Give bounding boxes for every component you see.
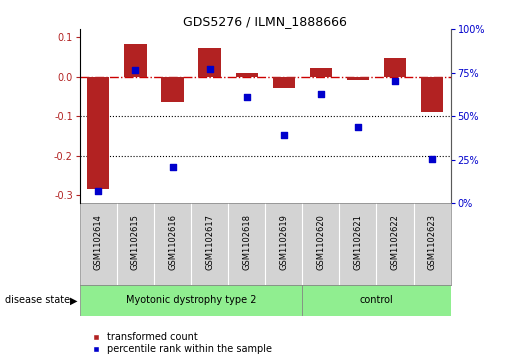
Point <box>205 66 214 72</box>
Bar <box>124 44 147 77</box>
Point <box>354 125 362 130</box>
Bar <box>161 77 184 102</box>
Bar <box>80 285 302 316</box>
Bar <box>235 73 258 77</box>
Text: GSM1102614: GSM1102614 <box>94 215 103 270</box>
Bar <box>302 285 451 316</box>
Text: ▶: ▶ <box>70 295 77 305</box>
Bar <box>272 77 295 87</box>
Point <box>168 164 177 170</box>
Title: GDS5276 / ILMN_1888666: GDS5276 / ILMN_1888666 <box>183 15 347 28</box>
Text: GSM1102622: GSM1102622 <box>390 215 400 270</box>
Text: GSM1102621: GSM1102621 <box>353 215 363 270</box>
Text: GSM1102620: GSM1102620 <box>316 215 325 270</box>
Point <box>94 188 102 193</box>
Bar <box>421 77 443 112</box>
Point <box>131 67 140 73</box>
Text: GSM1102616: GSM1102616 <box>168 215 177 270</box>
Point <box>391 78 399 84</box>
Point <box>428 156 436 162</box>
Text: GSM1102617: GSM1102617 <box>205 215 214 270</box>
Bar <box>384 58 406 77</box>
Bar <box>310 68 332 77</box>
Point <box>317 91 325 97</box>
Text: Myotonic dystrophy type 2: Myotonic dystrophy type 2 <box>126 295 256 305</box>
Bar <box>87 77 110 189</box>
Text: GSM1102619: GSM1102619 <box>279 215 288 270</box>
Text: GSM1102623: GSM1102623 <box>427 215 437 270</box>
Text: GSM1102618: GSM1102618 <box>242 215 251 270</box>
Bar <box>198 48 221 77</box>
Bar <box>347 77 369 80</box>
Text: GSM1102615: GSM1102615 <box>131 215 140 270</box>
Legend: transformed count, percentile rank within the sample: transformed count, percentile rank withi… <box>90 330 274 356</box>
Point <box>243 94 251 100</box>
Point <box>280 132 288 138</box>
Text: disease state: disease state <box>5 295 70 305</box>
Text: control: control <box>359 295 393 305</box>
